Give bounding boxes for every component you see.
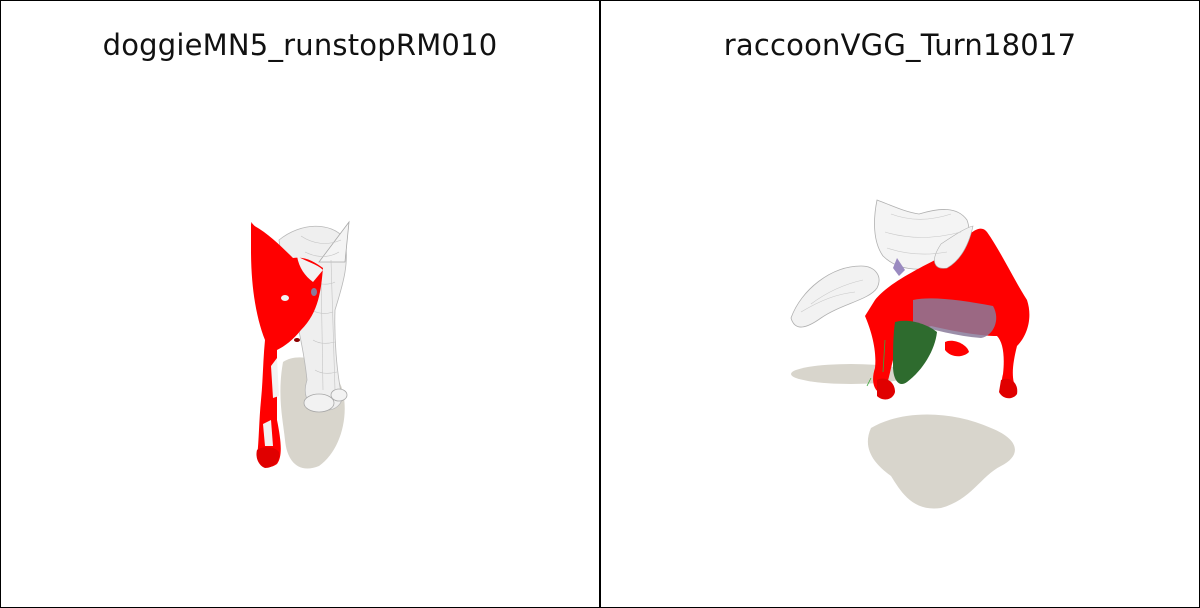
raccoon-head-detail	[893, 258, 905, 276]
panel-divider	[599, 0, 601, 608]
raccoon-mid-paw	[945, 340, 969, 357]
raccoon-green-belly	[893, 320, 937, 385]
dog-red-head	[251, 224, 323, 467]
dog-front-paw	[256, 447, 280, 468]
dog-left-ear	[251, 222, 287, 270]
panel-title-left: doggieMN5_runstopRM010	[102, 28, 498, 62]
dog-nose	[294, 338, 300, 342]
dog-render	[251, 220, 350, 469]
dog-head-patches	[263, 256, 323, 446]
dog-right-ear	[318, 220, 350, 263]
raccoon-strands	[866, 339, 886, 387]
dog-right-paw	[303, 393, 335, 413]
raccoon-belly	[913, 298, 997, 338]
dog-mesh-texture	[300, 235, 342, 391]
raccoon-front-paw	[877, 378, 895, 400]
raccoon-shadow-tail	[791, 364, 911, 384]
panel-right: raccoonVGG_Turn18017	[601, 0, 1199, 608]
raccoon-mesh-texture	[800, 213, 962, 313]
dog-back-paw	[330, 388, 348, 402]
raccoon-hind-paw	[999, 378, 1018, 399]
dog-cheek-spot	[311, 288, 317, 296]
raccoon-shadow-body	[867, 414, 1015, 509]
panel-left: doggieMN5_runstopRM010	[1, 0, 599, 608]
raccoon-render	[790, 199, 1030, 509]
panel-title-right: raccoonVGG_Turn18017	[723, 28, 1077, 62]
